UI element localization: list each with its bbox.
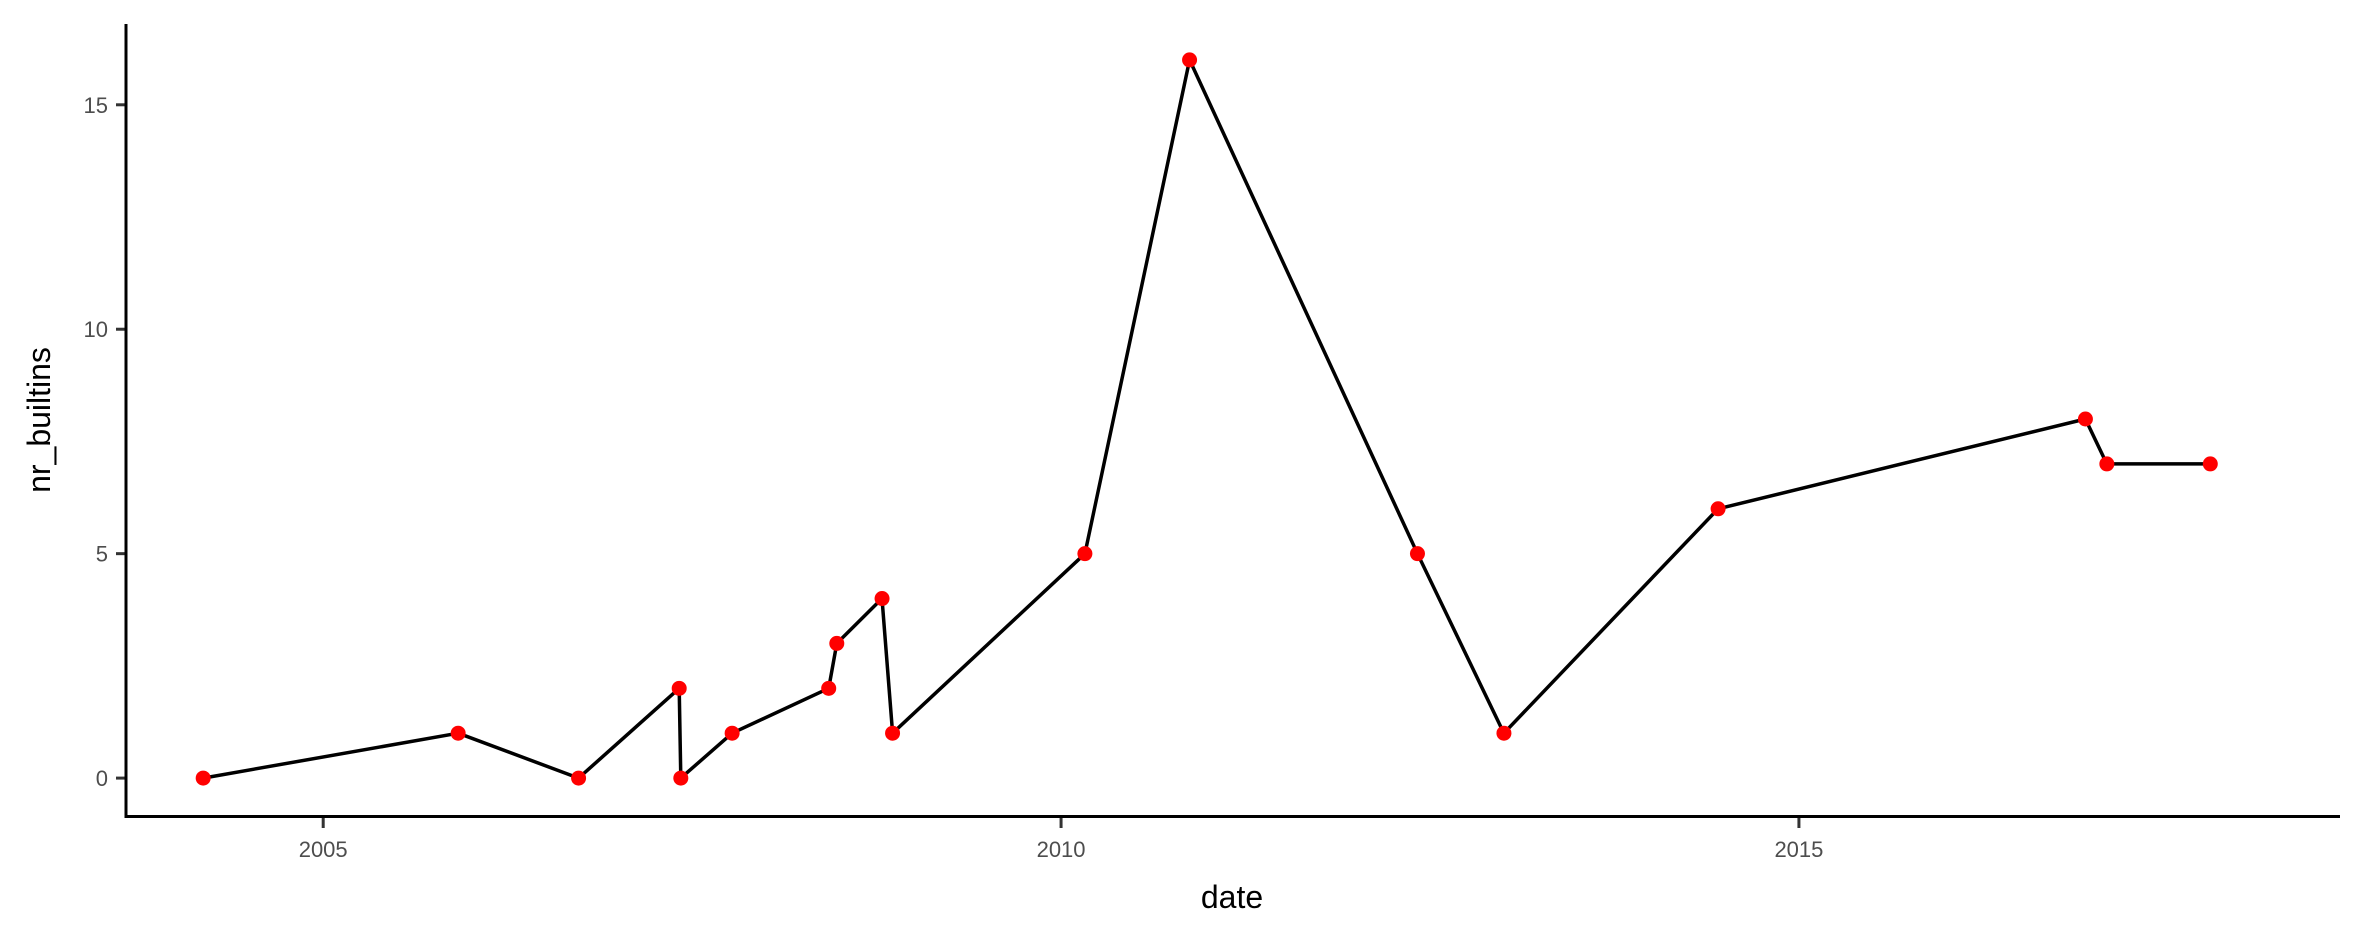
y-tick-label: 0 — [96, 766, 108, 791]
data-point — [571, 770, 587, 786]
series-line-group — [202, 58, 2211, 780]
data-point — [195, 770, 211, 786]
y-tick-label: 10 — [84, 317, 108, 342]
data-point — [874, 591, 890, 607]
data-point — [450, 725, 466, 741]
data-point — [1496, 725, 1512, 741]
series-points-group — [195, 52, 2218, 786]
y-tick-label: 5 — [96, 542, 108, 567]
data-point — [671, 680, 687, 696]
data-point — [885, 725, 901, 741]
data-point — [2077, 411, 2093, 427]
x-tick-label: 2010 — [1037, 837, 1086, 862]
x-tick-label: 2005 — [299, 837, 348, 862]
data-point — [673, 770, 689, 786]
x-axis-title: date — [1201, 879, 1263, 915]
data-point — [724, 725, 740, 741]
x-axis-ticks: 2005 2010 2015 — [299, 818, 1823, 862]
data-point — [1409, 546, 1425, 562]
data-point — [2202, 456, 2218, 472]
y-axis-ticks: 0 5 10 15 — [84, 93, 126, 791]
y-axis-title: nr_builtins — [21, 347, 57, 493]
series-line — [202, 58, 2211, 780]
data-point — [821, 680, 837, 696]
data-point — [2099, 456, 2115, 472]
data-point — [829, 635, 845, 651]
x-tick-label: 2015 — [1774, 837, 1823, 862]
data-point — [1710, 501, 1726, 517]
data-point — [1077, 546, 1093, 562]
data-point — [1182, 52, 1198, 68]
y-tick-label: 15 — [84, 93, 108, 118]
